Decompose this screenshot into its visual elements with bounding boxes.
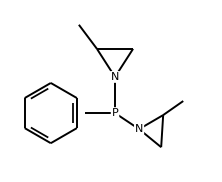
Text: N: N — [111, 72, 119, 82]
Text: P: P — [112, 108, 118, 118]
Text: N: N — [135, 124, 143, 134]
